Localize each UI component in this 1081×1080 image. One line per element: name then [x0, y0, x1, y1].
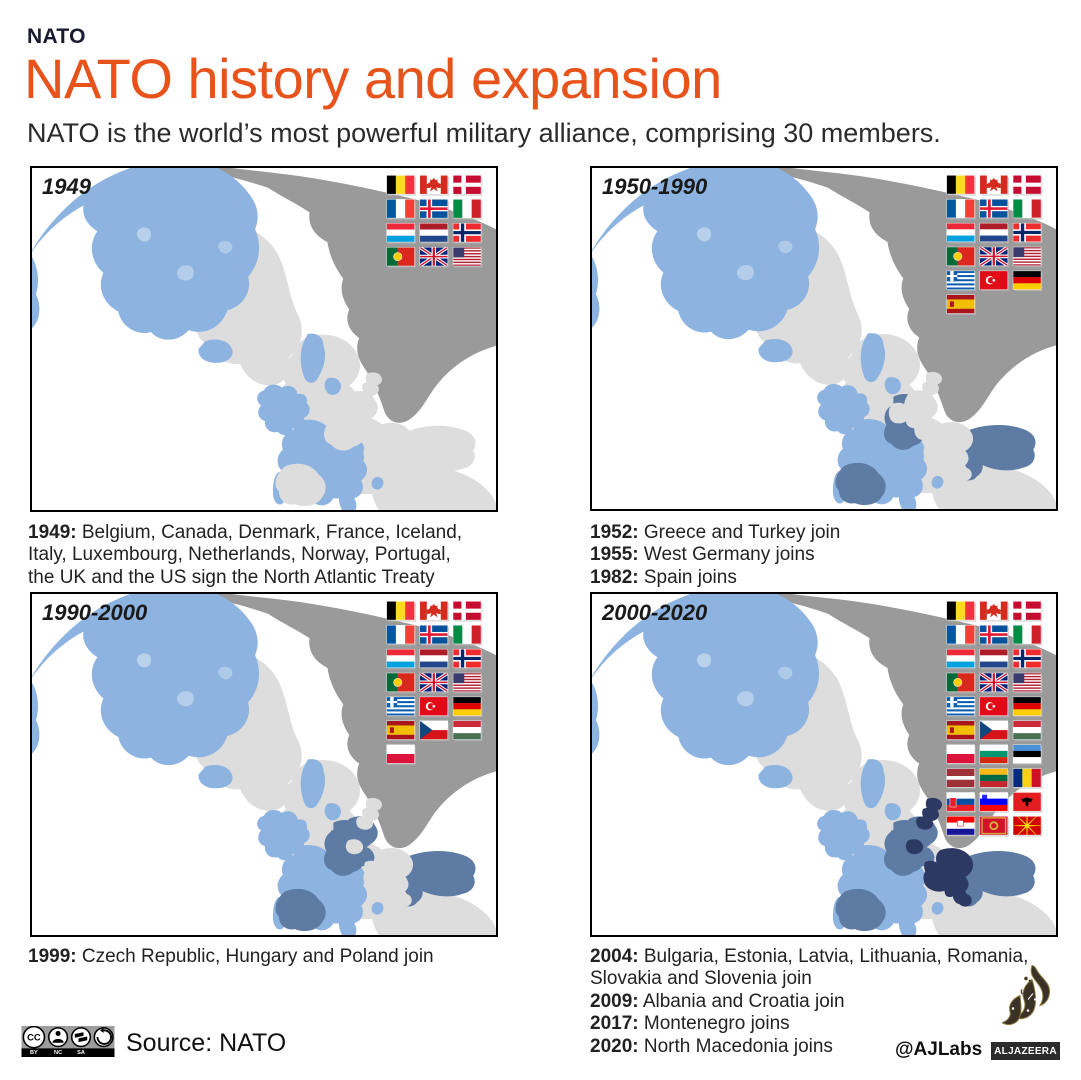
svg-text:BY: BY: [30, 1050, 38, 1056]
svg-text:NC: NC: [54, 1050, 62, 1056]
svg-text:SA: SA: [77, 1050, 85, 1056]
svg-text:CC: CC: [27, 1033, 41, 1043]
